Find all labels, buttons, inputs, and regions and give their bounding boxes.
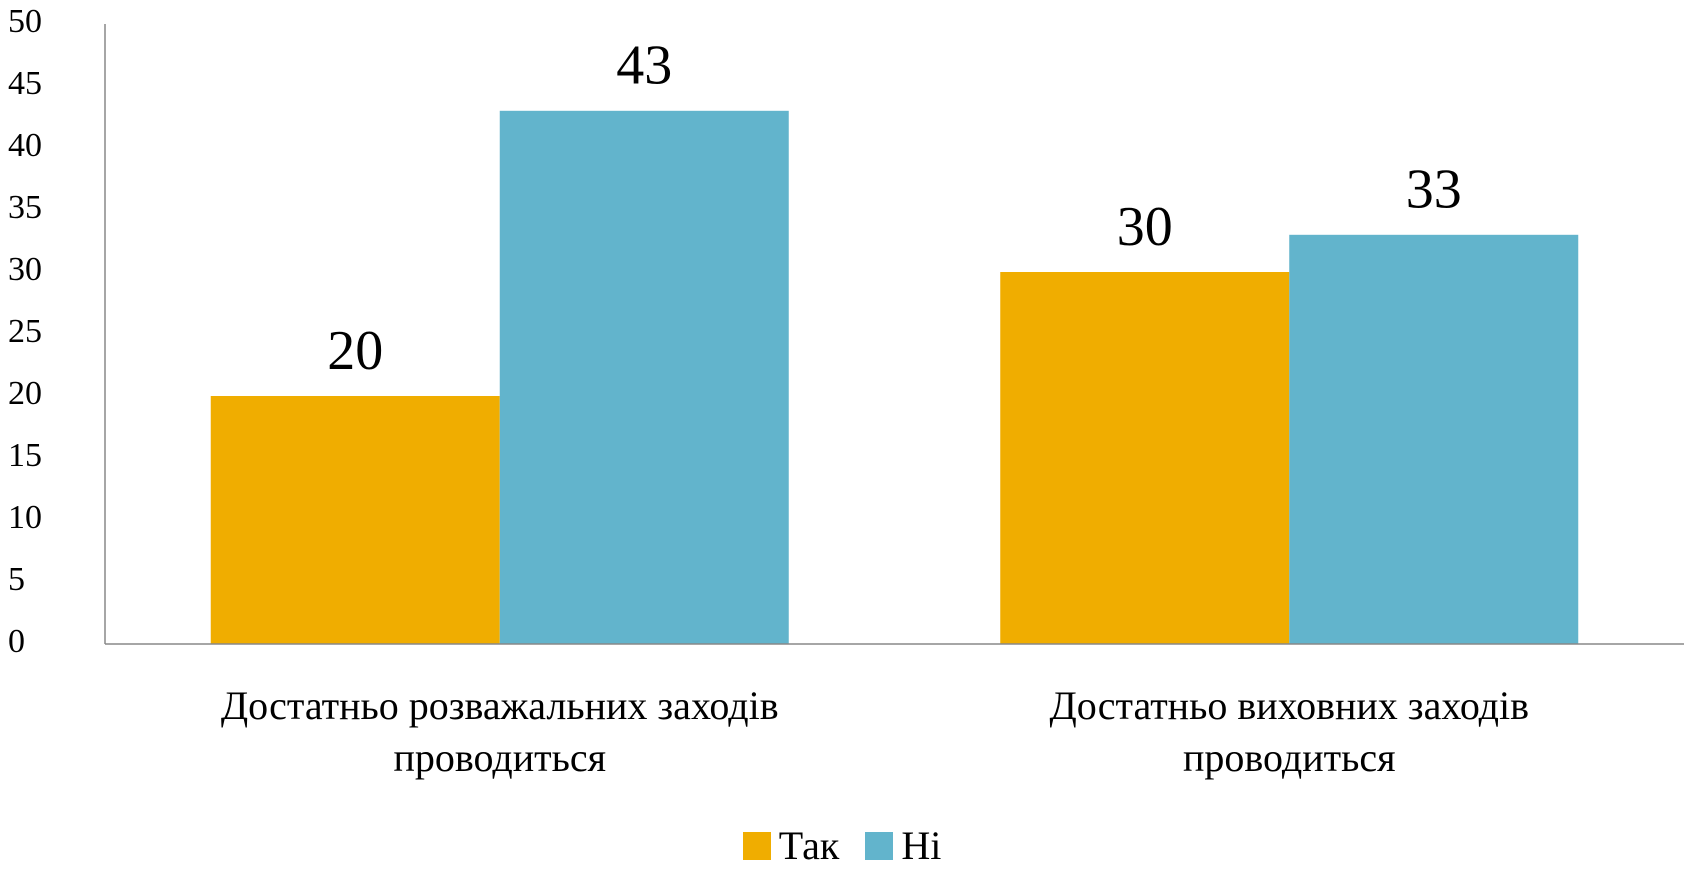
y-tick-label: 15: [8, 437, 42, 474]
y-tick-label: 40: [8, 127, 42, 164]
bar: [1000, 272, 1290, 644]
legend-item: Ні: [865, 822, 941, 869]
y-tick-label: 5: [8, 561, 25, 598]
data-label: 30: [1117, 196, 1173, 258]
x-tick-label: Достатньо розважальних заходів проводить…: [220, 683, 779, 780]
y-tick-label: 20: [8, 375, 42, 412]
bar: [499, 110, 789, 645]
legend-label: Так: [778, 823, 840, 868]
data-label: 33: [1406, 159, 1462, 221]
y-tick-label: 10: [8, 499, 42, 536]
legend: Так Ні: [0, 822, 1684, 869]
bar: [210, 396, 500, 644]
legend-swatch: [865, 831, 894, 860]
bar: [1289, 234, 1579, 645]
data-label: 20: [327, 320, 383, 382]
legend-swatch: [742, 831, 771, 860]
data-label: 43: [616, 35, 672, 97]
x-tick-label: Достатньо виховних заходів проводиться: [1049, 683, 1530, 780]
legend-item: Так: [742, 822, 840, 869]
y-tick-label: 30: [8, 251, 42, 288]
y-tick-label: 45: [8, 65, 42, 102]
y-tick-label: 25: [8, 313, 42, 350]
y-tick-label: 35: [8, 189, 42, 226]
y-tick-label: 0: [8, 623, 25, 660]
legend-label: Ні: [901, 823, 942, 868]
y-tick-label: 50: [8, 3, 42, 40]
